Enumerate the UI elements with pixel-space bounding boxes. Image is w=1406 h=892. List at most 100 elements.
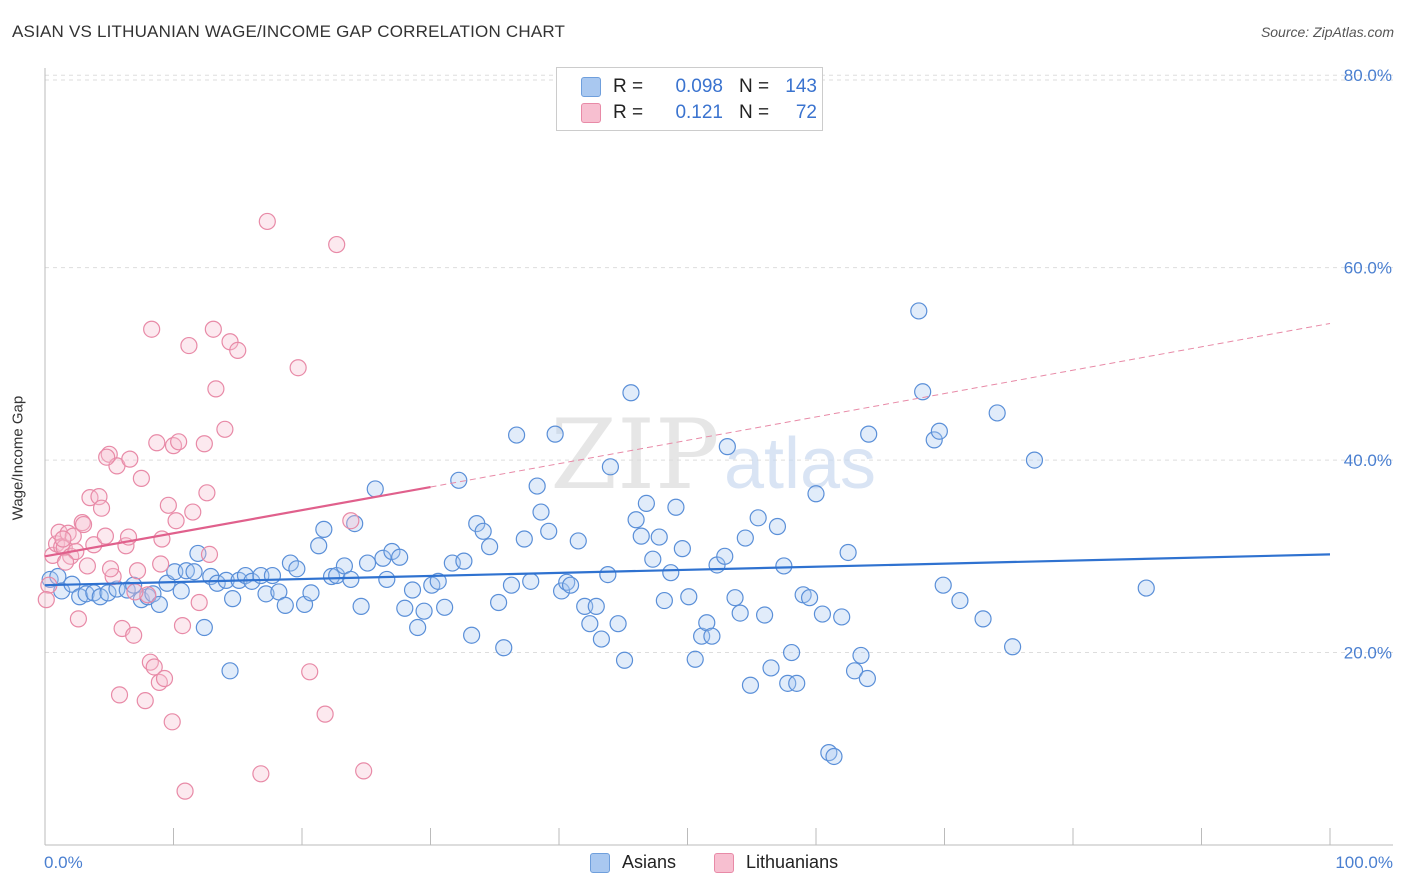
point-lithuanians [184, 503, 202, 521]
point-lithuanians [207, 380, 225, 398]
point-asians [601, 458, 620, 476]
point-asians [736, 529, 754, 547]
point-asians [276, 596, 294, 614]
point-lithuanians [342, 512, 360, 530]
point-lithuanians [128, 562, 147, 580]
series-swatch-lithuanians [714, 852, 734, 873]
series-swatch-asians [590, 852, 610, 873]
point-lithuanians [289, 359, 307, 377]
point-lithuanians [37, 591, 55, 609]
point-lithuanians [258, 212, 276, 231]
point-lithuanians [69, 610, 88, 628]
point-lithuanians [96, 527, 114, 545]
point-lithuanians [328, 235, 346, 254]
point-asians [99, 584, 117, 602]
point-asians [429, 572, 447, 590]
point-asians [224, 590, 242, 608]
point-asians [91, 588, 109, 606]
point-asians [910, 302, 928, 320]
point-lithuanians [56, 553, 75, 571]
point-asians [352, 597, 370, 615]
point-asians [655, 591, 673, 610]
point-asians [515, 530, 533, 548]
point-asians [507, 426, 526, 444]
point-asians [310, 537, 328, 555]
point-asians [342, 570, 360, 589]
point-asians [1137, 579, 1155, 597]
point-asians [552, 582, 571, 600]
point-asians [680, 588, 698, 606]
point-asians [768, 517, 787, 536]
point-asians [195, 618, 213, 637]
series-legend-lithuanians[interactable]: Lithuanians [714, 852, 838, 873]
point-asians [185, 563, 203, 581]
legend-n-value: 72 [795, 102, 817, 123]
legend-r-value: 0.098 [675, 76, 723, 97]
point-asians [546, 425, 564, 443]
point-asians [315, 520, 333, 538]
point-asians [914, 383, 932, 401]
point-lithuanians [78, 557, 97, 575]
point-asians [813, 605, 832, 623]
point-asians [839, 543, 857, 562]
point-asians [263, 566, 282, 585]
y-tick-label: 80.0% [1344, 66, 1392, 85]
point-asians [686, 650, 704, 668]
series-label-lithuanians: Lithuanians [746, 852, 839, 872]
chart-title: ASIAN VS LITHUANIAN WAGE/INCOME GAP CORR… [12, 22, 566, 41]
point-asians [667, 498, 685, 516]
point-asians [528, 477, 546, 495]
point-lithuanians [125, 626, 143, 644]
point-lithuanians [190, 593, 208, 612]
point-lithuanians [167, 512, 185, 530]
y-tick-label: 60.0% [1344, 259, 1392, 278]
point-lithuanians [145, 658, 163, 676]
point-asians [833, 608, 851, 626]
point-asians [358, 554, 377, 572]
point-lithuanians [316, 705, 334, 723]
watermark-atlas: atlas [724, 424, 876, 504]
point-asians [366, 480, 384, 498]
point-asians [988, 404, 1006, 422]
point-lithuanians [136, 692, 154, 710]
point-asians [858, 669, 877, 688]
point-asians [974, 610, 992, 628]
point-asians [755, 606, 774, 624]
point-lithuanians [121, 450, 139, 468]
point-asians [716, 547, 734, 565]
point-lithuanians [132, 469, 150, 487]
series-legend-asians[interactable]: Asians [590, 852, 676, 873]
point-asians [860, 425, 878, 443]
point-asians [930, 422, 948, 440]
point-asians [951, 591, 969, 610]
point-asians [599, 566, 617, 584]
point-asians [731, 604, 749, 622]
point-asians [718, 438, 736, 456]
trend-line-lithuanians [44, 485, 431, 558]
point-asians [627, 511, 645, 529]
point-asians [1004, 638, 1022, 656]
point-lithuanians [152, 555, 170, 573]
point-asians [775, 557, 793, 575]
point-asians [587, 597, 605, 615]
legend-r-label: R = [613, 102, 644, 123]
point-asians [540, 522, 558, 540]
point-asians [374, 549, 392, 567]
point-asians [592, 630, 611, 648]
point-lithuanians [101, 560, 120, 578]
point-asians [569, 532, 587, 550]
point-asians [1025, 451, 1044, 469]
legend-n-value: 143 [785, 76, 817, 97]
point-lithuanians [64, 527, 82, 545]
axes-layer [44, 68, 1393, 846]
point-asians [495, 639, 513, 657]
point-asians [281, 554, 300, 572]
x-tick-min: 0.0% [44, 853, 83, 872]
chart-source: Source: ZipAtlas.com [1260, 24, 1394, 40]
point-asians [644, 550, 662, 568]
legend-row-lithuanians: R = 0.121 N = 72 [581, 101, 817, 125]
point-asians [172, 582, 190, 600]
point-asians [436, 598, 454, 616]
trend-line-asians [44, 553, 1331, 587]
point-lithuanians [355, 762, 373, 780]
